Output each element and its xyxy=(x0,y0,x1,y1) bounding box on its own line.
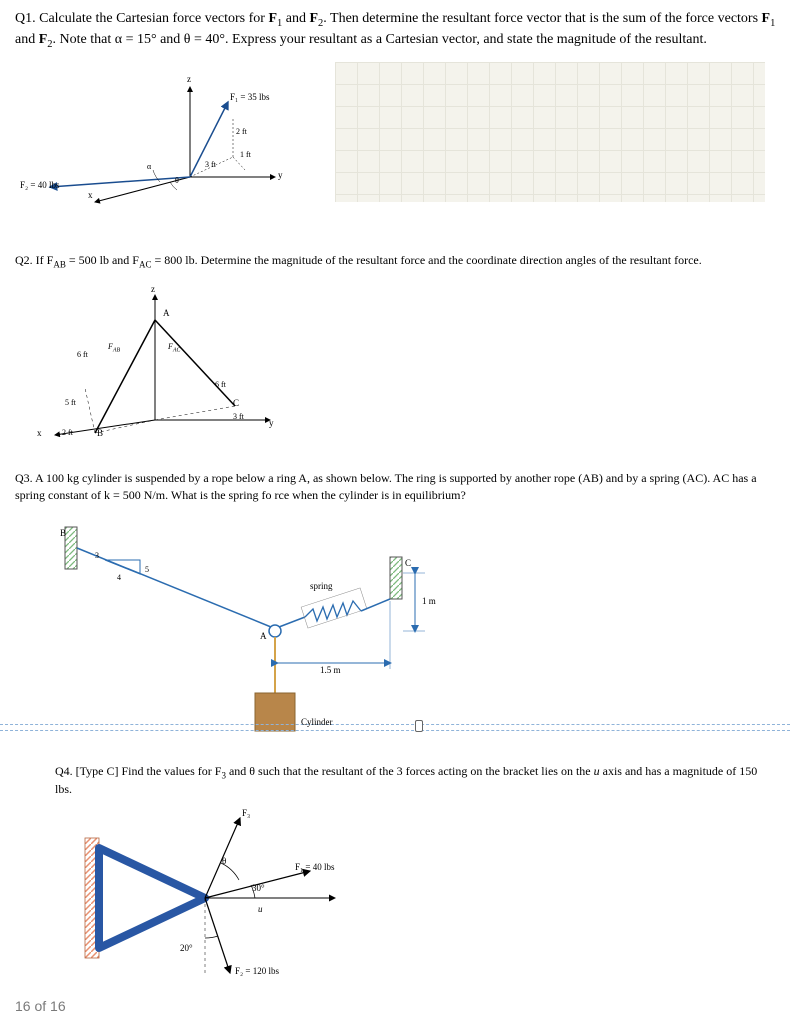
lbl-1m: 1 m xyxy=(422,596,436,606)
lbl-f2: F₂ = 40 lbs xyxy=(20,180,59,190)
floor3 xyxy=(85,388,95,433)
q3-diagram-area: B C A 3 4 5 spring 1 m 1.5 m Cylinder xyxy=(15,513,777,743)
q1-text: Q1. Calculate the Cartesian force vector… xyxy=(15,10,777,52)
ac-line xyxy=(155,320,235,406)
lbl-B: B xyxy=(97,428,103,438)
q1-t-a: Q1. Calculate the Cartesian force vector… xyxy=(15,11,268,26)
lbl-z: z xyxy=(187,74,191,84)
lbl-30: 30° xyxy=(252,883,265,893)
lbl-alpha: α xyxy=(147,162,151,171)
spring-lead1 xyxy=(279,617,305,627)
q1-t-b: F xyxy=(268,11,277,26)
q1-t-c: and xyxy=(282,11,309,26)
q2-diagram xyxy=(25,280,305,450)
q2-t-a: Q2. If F xyxy=(15,253,53,267)
q1-t-f: F xyxy=(762,11,771,26)
lbl-theta: θ xyxy=(222,856,226,866)
q3-diagram xyxy=(45,513,495,743)
q2-t-b: = 500 lb and F xyxy=(66,253,139,267)
grid-paper xyxy=(335,62,765,202)
wall-b xyxy=(65,527,77,569)
dashed-line-1 xyxy=(0,724,790,725)
lbl-y: y xyxy=(269,418,274,428)
drag-handle-icon xyxy=(415,720,423,732)
q4-text: Q4. [Type C] Find the values for F3 and … xyxy=(55,763,777,798)
q1-t-g: and xyxy=(15,32,39,47)
lbl-u: u xyxy=(258,904,263,914)
q1-t-i: . Note that α = 15° and θ = 40°. Express… xyxy=(53,32,707,47)
q1-t-h: F xyxy=(39,32,48,47)
lbl-2ft: 2 ft xyxy=(236,127,247,136)
wall-c xyxy=(390,557,402,599)
arc-20 xyxy=(205,936,218,938)
q2-diagram-area: z y x A B C FAB FAC 6 ft 6 ft 5 ft 3 ft … xyxy=(15,280,777,450)
lbl-fac: FAC xyxy=(168,342,181,354)
q2-sac: AC xyxy=(139,259,152,269)
q4-t-b: and θ such that the resultant of the 3 f… xyxy=(226,764,594,778)
q1-t-d: F xyxy=(309,11,318,26)
q4-t-a: Q4. [Type C] Find the values for F xyxy=(55,764,221,778)
q3-text: Q3. A 100 kg cylinder is suspended by a … xyxy=(15,470,777,502)
lbl-3: 3 xyxy=(95,551,99,560)
lbl-4: 4 xyxy=(117,573,121,582)
spring-coil xyxy=(305,601,361,621)
lbl-f1: F₁ = 35 lbs xyxy=(230,92,269,102)
question-2: Q2. If FAB = 500 lb and FAC = 800 lb. De… xyxy=(15,252,777,451)
cylinder-box xyxy=(255,693,295,731)
dashed-line-2 xyxy=(0,730,790,731)
q1-diagram-area: z y x F₁ = 35 lbs F₂ = 40 lbs 2 ft 3 ft … xyxy=(15,62,777,232)
lbl-C: C xyxy=(233,398,239,408)
lbl-5ft: 5 ft xyxy=(65,398,76,407)
f2-vector xyxy=(50,177,190,187)
lbl-2ft: 2 ft xyxy=(62,428,73,437)
lbl-theta: θ xyxy=(175,176,179,185)
spring-lead2 xyxy=(361,599,390,611)
lbl-3ft: 3 ft xyxy=(205,160,216,169)
ab-line xyxy=(95,320,155,433)
floor1 xyxy=(95,420,155,433)
lbl-f2: F₂ = 120 lbs xyxy=(235,966,279,976)
page-indicator: 16 of 16 xyxy=(15,998,66,1014)
lbl-C: C xyxy=(405,558,411,568)
lbl-B: B xyxy=(60,528,66,538)
triangle345 xyxy=(105,560,140,574)
q2-sab: AB xyxy=(53,259,66,269)
f2-vector xyxy=(205,898,230,973)
lbl-x: x xyxy=(37,428,42,438)
lbl-cylinder: Cylinder xyxy=(301,717,333,727)
floor2 xyxy=(155,406,235,420)
lbl-6ft2: 6 ft xyxy=(215,380,226,389)
lbl-f1: F₁ = 40 lbs xyxy=(295,862,334,872)
lbl-15m: 1.5 m xyxy=(320,665,341,675)
q2-text: Q2. If FAB = 500 lb and FAC = 800 lb. De… xyxy=(15,252,777,271)
question-4: Q4. [Type C] Find the values for F3 and … xyxy=(55,763,777,978)
lbl-A: A xyxy=(260,631,267,641)
lbl-5: 5 xyxy=(145,565,149,574)
lbl-x: x xyxy=(88,190,93,200)
lbl-fab: FAB xyxy=(108,342,120,354)
q1-s3: 1 xyxy=(770,18,775,29)
q1-t-e: . Then determine the resultant force vec… xyxy=(323,11,761,26)
bracket xyxy=(99,848,205,948)
q4-diagram xyxy=(55,808,385,978)
lbl-3ft: 3 ft xyxy=(233,412,244,421)
question-1: Q1. Calculate the Cartesian force vector… xyxy=(15,10,777,232)
q2-t-c: = 800 lb. Determine the magnitude of the… xyxy=(151,253,701,267)
lbl-f3: F₃ xyxy=(242,808,250,818)
lbl-y: y xyxy=(278,170,283,180)
lbl-20: 20° xyxy=(180,943,193,953)
lbl-z: z xyxy=(151,284,155,294)
question-3: Q3. A 100 kg cylinder is suspended by a … xyxy=(15,470,777,742)
lbl-spring: spring xyxy=(310,581,333,591)
lbl-A: A xyxy=(163,308,170,318)
q4-diagram-area: F₃ θ F₁ = 40 lbs 30° u 20° F₂ = 120 lbs xyxy=(55,808,777,978)
lbl-6ft1: 6 ft xyxy=(77,350,88,359)
lbl-1ft: 1 ft xyxy=(240,150,251,159)
q1-diagram xyxy=(15,62,315,232)
